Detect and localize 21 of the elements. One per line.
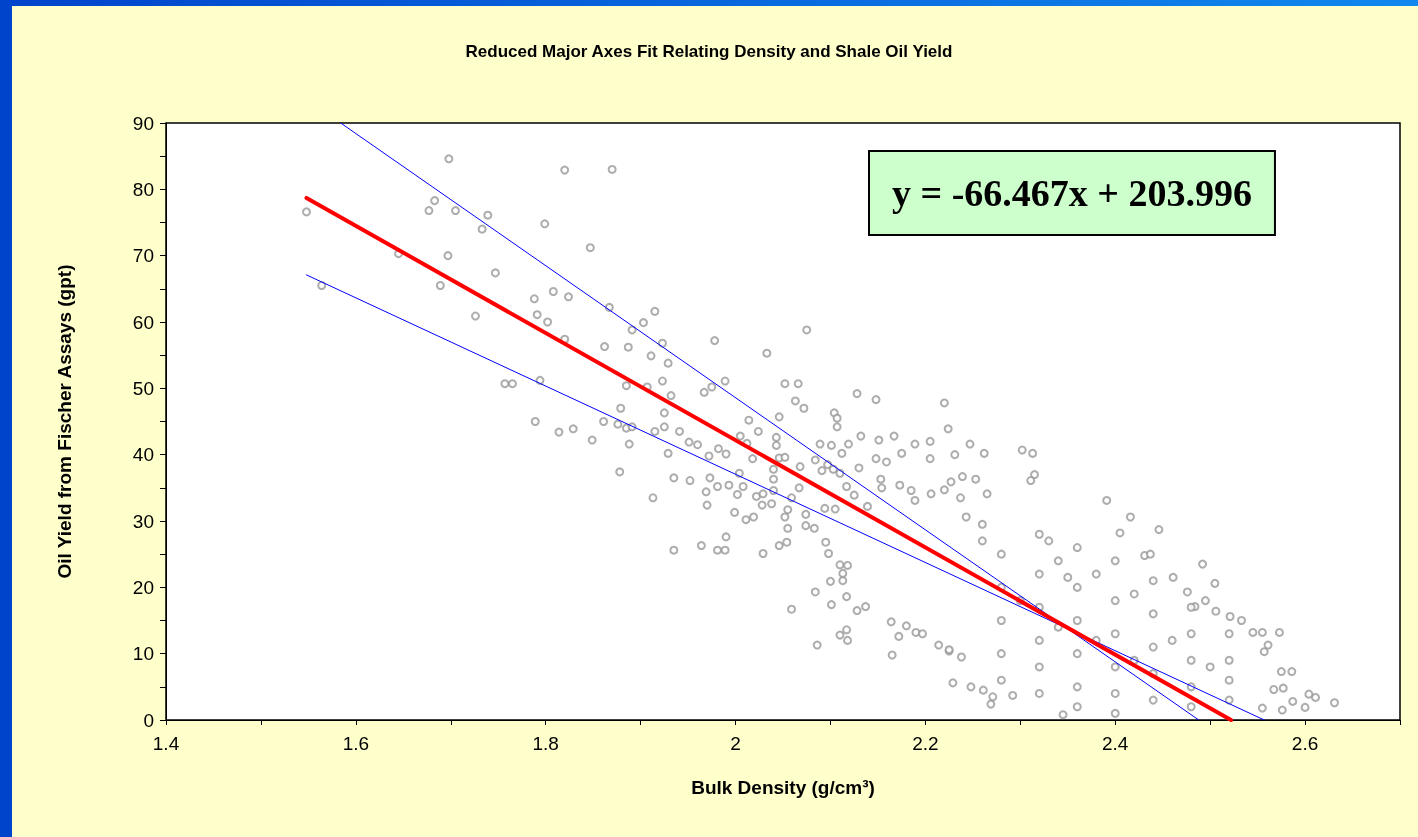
annotation: y = -66.467x + 203.996	[892, 172, 1252, 214]
x-axis-title: Bulk Density (g/cm³)	[691, 777, 875, 798]
y-tick-label: 0	[143, 709, 154, 731]
x-tick-label: 1.8	[532, 733, 559, 754]
y-tick-label: 90	[132, 112, 154, 134]
y-tick-label: 40	[132, 444, 154, 466]
y-tick-label: 10	[132, 643, 154, 665]
y-tick-label: 50	[132, 377, 154, 399]
x-tick-label: 1.4	[152, 733, 180, 754]
y-axis-title: Oil Yield from Fischer Assays (gpt)	[54, 264, 75, 579]
x-tick-label: 2.2	[912, 733, 939, 754]
y-tick-label: 80	[132, 178, 154, 200]
x-tick-label: 1.6	[342, 733, 370, 754]
chart-title: Reduced Major Axes Fit Relating Density and Shale Oil Yield	[465, 42, 953, 61]
x-tick-label: 2.4	[1102, 733, 1129, 754]
y-tick-label: 30	[132, 510, 154, 532]
y-tick-label: 60	[132, 311, 154, 333]
x-tick-label: 2	[730, 733, 741, 754]
y-tick-label: 20	[132, 576, 154, 598]
y-tick-label: 70	[132, 245, 154, 267]
x-tick-label: 2.6	[1291, 733, 1319, 754]
